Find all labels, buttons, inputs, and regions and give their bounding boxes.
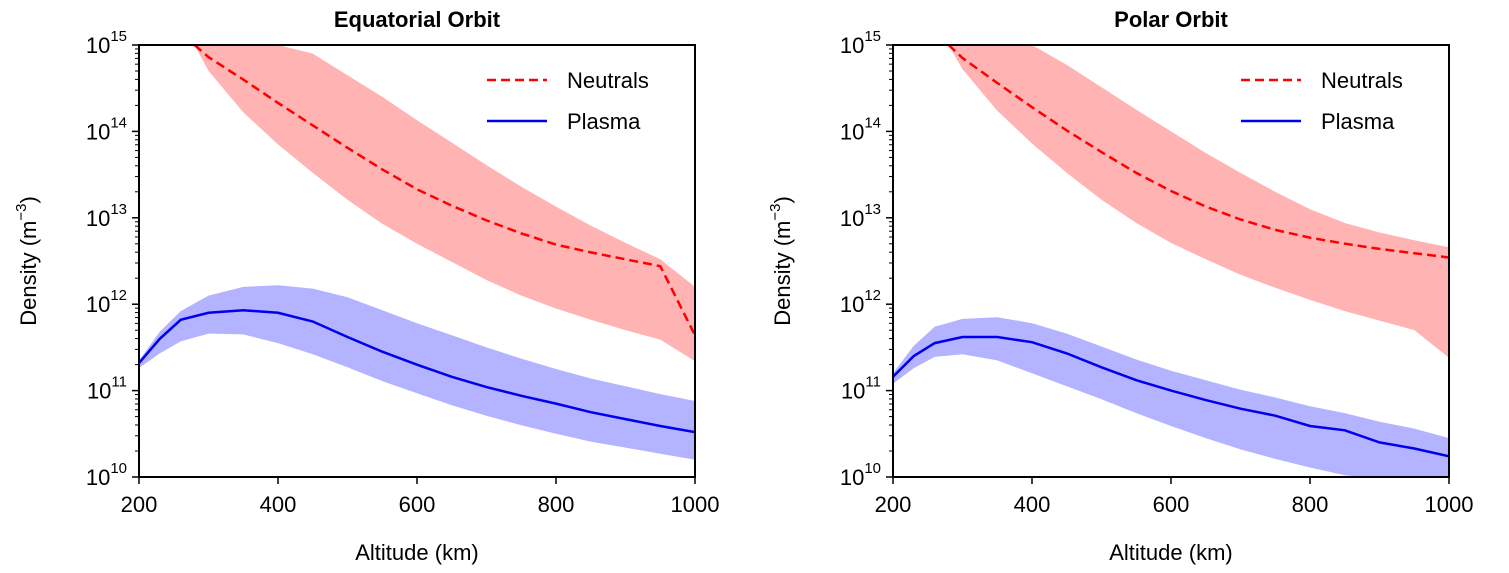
y-tick-base: 10 <box>841 379 865 404</box>
y-axis-label: Density (m−3) <box>767 196 795 326</box>
plasma-band <box>893 317 1449 477</box>
panel-equatorial: 200 400 600 800 1000101010111012101310141015… <box>13 7 719 565</box>
y-tick-exponent: 11 <box>111 374 127 391</box>
y-tick-exponent: 13 <box>110 201 127 218</box>
y-axis-label-exponent: −3 <box>767 204 784 221</box>
y-axis-label-close: ) <box>16 196 41 203</box>
y-tick-label: 1010 <box>86 460 127 490</box>
y-tick-exponent: 11 <box>865 374 881 391</box>
y-tick-exponent: 15 <box>864 28 881 45</box>
y-tick-base: 10 <box>840 465 864 490</box>
y-tick-label: 1015 <box>86 28 127 58</box>
neutrals-line <box>947 45 1449 259</box>
plot-area <box>139 45 695 460</box>
y-axis-label-main: Density (m <box>770 221 795 326</box>
y-tick-exponent: 12 <box>110 287 127 304</box>
x-tick-label: 200 <box>121 492 158 517</box>
y-tick-label: 1012 <box>840 287 881 317</box>
y-tick-base: 10 <box>86 292 110 317</box>
y-tick-exponent: 15 <box>110 28 127 45</box>
y-axis-label: Density (m−3) <box>13 196 41 326</box>
y-tick-label: 1013 <box>840 201 881 231</box>
y-tick-label: 1013 <box>86 201 127 231</box>
y-tick-label: 1010 <box>840 460 881 490</box>
y-tick-exponent: 14 <box>110 114 127 131</box>
y-tick-base: 10 <box>86 206 110 231</box>
x-axis-label: Altitude (km) <box>355 540 478 565</box>
x-tick-label: 600 <box>1153 492 1190 517</box>
y-tick-exponent: 14 <box>864 114 881 131</box>
y-tick-label: 1011 <box>87 374 127 404</box>
x-tick-label: 400 <box>1014 492 1051 517</box>
y-axis-label-exponent: −3 <box>13 204 30 221</box>
y-tick-base: 10 <box>87 379 111 404</box>
y-tick-exponent: 12 <box>864 287 881 304</box>
x-tick-label: 600 <box>399 492 436 517</box>
neutrals-band <box>948 45 1449 358</box>
plasma-line <box>893 335 1449 458</box>
y-tick-exponent: 10 <box>110 460 127 477</box>
y-tick-base: 10 <box>840 206 864 231</box>
x-axis-label: Altitude (km) <box>1109 540 1232 565</box>
y-tick-label: 1014 <box>86 114 127 144</box>
y-tick-label: 1012 <box>86 287 127 317</box>
legend-label-neutrals: Neutrals <box>567 68 649 93</box>
y-tick-base: 10 <box>840 33 864 58</box>
plasma-band <box>139 285 695 460</box>
legend-label-plasma: Plasma <box>567 109 641 134</box>
x-tick-label: 400 <box>260 492 297 517</box>
legend: Neutrals Plasma <box>487 68 649 134</box>
y-tick-base: 10 <box>86 465 110 490</box>
x-tick-label: 800 <box>1292 492 1329 517</box>
y-axis-label-close: ) <box>770 196 795 203</box>
legend: Neutrals Plasma <box>1241 68 1403 134</box>
legend-label-neutrals: Neutrals <box>1321 68 1403 93</box>
y-tick-base: 10 <box>840 119 864 144</box>
legend-label-plasma: Plasma <box>1321 109 1395 134</box>
plasma-line <box>139 308 695 434</box>
chart-title: Equatorial Orbit <box>334 7 501 32</box>
chart-title: Polar Orbit <box>1114 7 1228 32</box>
y-tick-base: 10 <box>86 33 110 58</box>
y-tick-base: 10 <box>86 119 110 144</box>
panel-polar: 200 400 600 800 1000101010111012101310141015… <box>767 7 1473 565</box>
neutrals-line <box>193 45 695 336</box>
x-tick-label: 1000 <box>1425 492 1474 517</box>
y-tick-label: 1014 <box>840 114 881 144</box>
y-tick-label: 1011 <box>841 374 881 404</box>
y-tick-base: 10 <box>840 292 864 317</box>
x-tick-label: 200 <box>875 492 912 517</box>
y-tick-label: 1015 <box>840 28 881 58</box>
y-tick-exponent: 10 <box>864 460 881 477</box>
x-tick-label: 800 <box>538 492 575 517</box>
x-tick-label: 1000 <box>671 492 720 517</box>
y-axis-label-main: Density (m <box>16 221 41 326</box>
plot-area <box>893 45 1449 477</box>
y-tick-exponent: 13 <box>864 201 881 218</box>
